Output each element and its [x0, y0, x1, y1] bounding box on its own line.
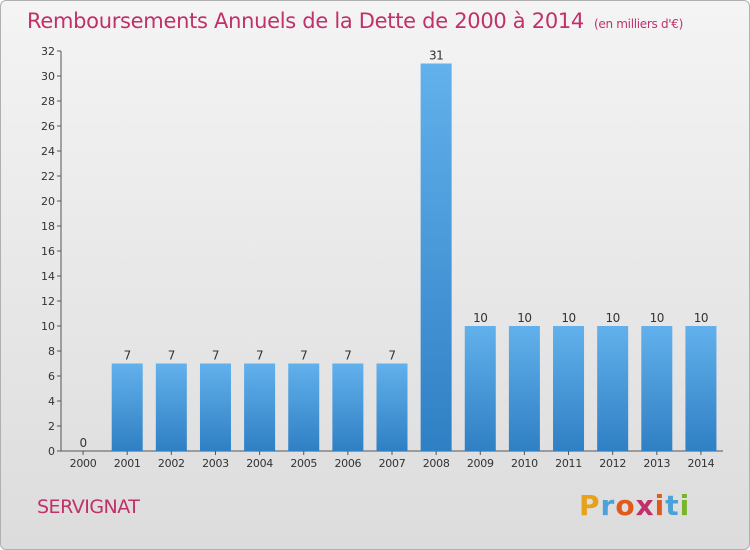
data-label: 10 — [561, 311, 575, 325]
bar — [199, 363, 231, 451]
x-tick-label: 2010 — [511, 457, 538, 470]
x-tick-label: 2014 — [688, 457, 715, 470]
y-tick-label: 20 — [41, 195, 55, 208]
y-tick-label: 14 — [41, 270, 55, 283]
y-tick-label: 16 — [41, 245, 55, 258]
bar — [111, 363, 143, 451]
data-label: 7 — [212, 349, 219, 363]
data-label: 7 — [388, 349, 395, 363]
bar — [155, 363, 187, 451]
bar — [508, 326, 540, 451]
x-tick-label: 2013 — [643, 457, 670, 470]
y-tick-label: 0 — [48, 445, 55, 458]
data-label: 7 — [344, 349, 351, 363]
x-tick-label: 2001 — [114, 457, 141, 470]
data-label: 7 — [256, 349, 263, 363]
bar — [332, 363, 364, 451]
logo-letter: o — [615, 489, 636, 522]
x-tick-label: 2002 — [158, 457, 185, 470]
y-tick-label: 28 — [41, 95, 55, 108]
data-label: 7 — [300, 349, 307, 363]
y-tick-label: 8 — [48, 345, 55, 358]
x-tick-label: 2011 — [555, 457, 582, 470]
data-label: 31 — [429, 49, 443, 63]
y-tick-label: 24 — [41, 145, 55, 158]
logo-letter: i — [679, 489, 691, 522]
y-tick-label: 10 — [41, 320, 55, 333]
x-tick-label: 2012 — [599, 457, 626, 470]
city-name: SERVIGNAT — [37, 496, 140, 518]
y-tick-label: 26 — [41, 120, 55, 133]
x-tick-label: 2008 — [423, 457, 450, 470]
bar — [597, 326, 629, 451]
proxiti-logo[interactable]: Proxiti — [579, 489, 690, 522]
y-tick-label: 12 — [41, 295, 55, 308]
data-label: 10 — [473, 311, 487, 325]
chart-title: Remboursements Annuels de la Dette de 20… — [27, 9, 683, 33]
data-label: 10 — [694, 311, 708, 325]
y-tick-label: 4 — [48, 395, 55, 408]
data-label: 7 — [168, 349, 175, 363]
bar — [244, 363, 276, 451]
x-tick-label: 2007 — [379, 457, 406, 470]
x-tick-label: 2009 — [467, 457, 494, 470]
bar — [464, 326, 496, 451]
data-label: 10 — [517, 311, 531, 325]
x-tick-label: 2003 — [202, 457, 229, 470]
y-tick-label: 6 — [48, 370, 55, 383]
data-label: 10 — [606, 311, 620, 325]
x-tick-label: 2006 — [334, 457, 361, 470]
y-tick-label: 32 — [41, 45, 55, 58]
data-label: 10 — [650, 311, 664, 325]
logo-letter: i — [654, 489, 666, 522]
chart-title-text: Remboursements Annuels de la Dette de 20… — [27, 9, 584, 33]
bar — [641, 326, 673, 451]
logo-letter: x — [635, 489, 655, 522]
x-tick-label: 2004 — [246, 457, 273, 470]
y-tick-label: 2 — [48, 420, 55, 433]
y-tick-label: 22 — [41, 170, 55, 183]
logo-letter: r — [600, 489, 616, 522]
x-tick-label: 2000 — [70, 457, 97, 470]
logo-letter: t — [665, 489, 680, 522]
logo-letter: P — [579, 489, 601, 522]
y-tick-label: 18 — [41, 220, 55, 233]
bar — [376, 363, 408, 451]
y-tick-label: 30 — [41, 70, 55, 83]
data-label: 0 — [79, 436, 86, 450]
bar — [288, 363, 320, 451]
chart-unit: (en milliers d'€) — [594, 17, 684, 31]
bar — [685, 326, 717, 451]
data-label: 7 — [124, 349, 131, 363]
bar — [553, 326, 585, 451]
x-tick-label: 2005 — [290, 457, 317, 470]
bar — [420, 63, 452, 451]
